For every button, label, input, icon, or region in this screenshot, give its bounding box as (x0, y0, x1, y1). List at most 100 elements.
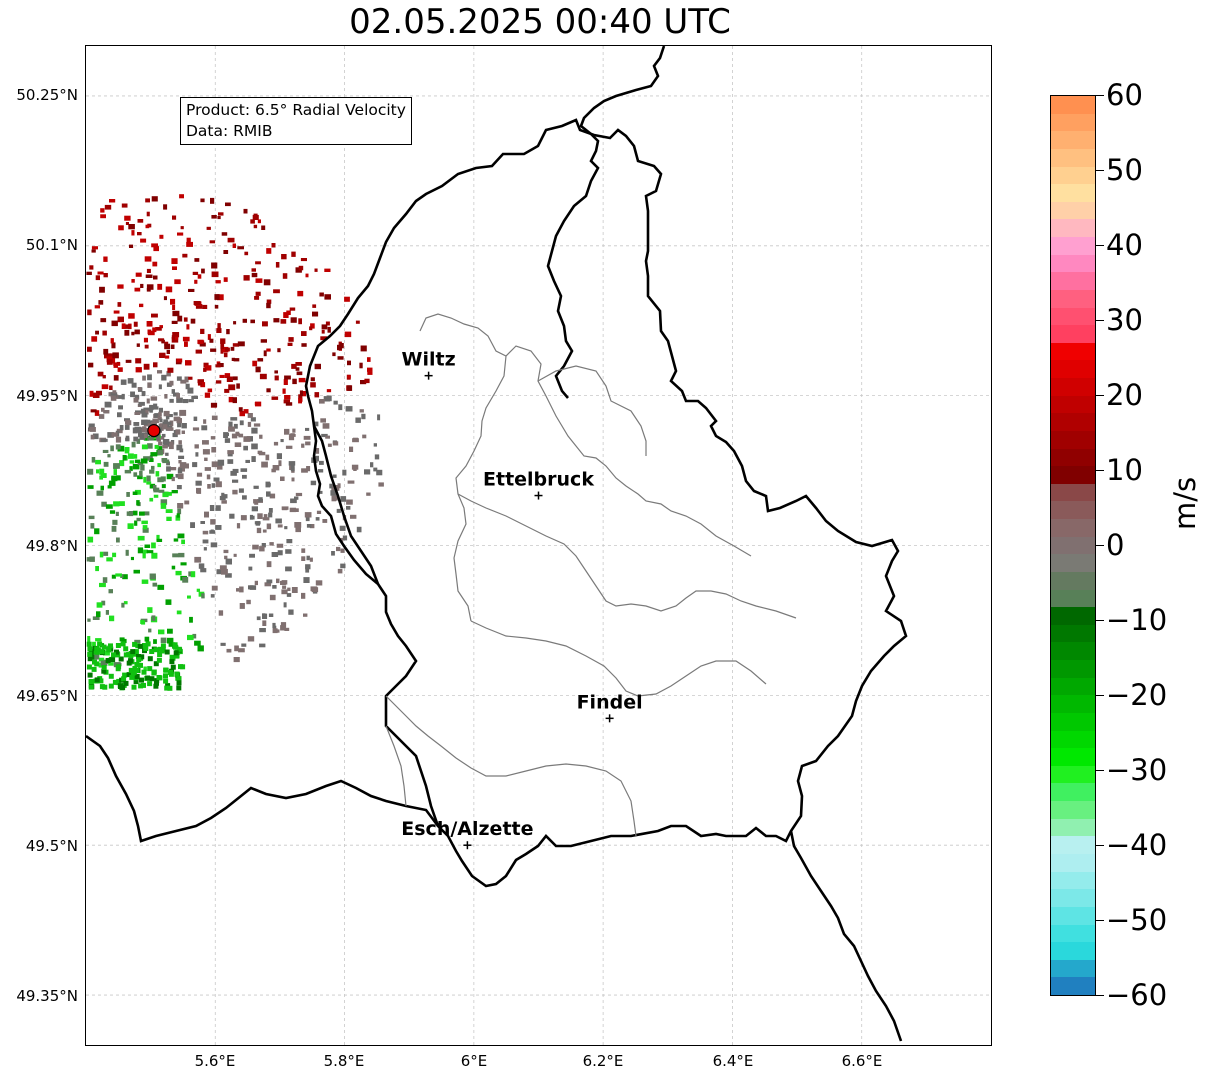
radar-echo-pixel (157, 449, 163, 455)
radar-echo-pixel (193, 416, 198, 421)
radar-echo-pixel (338, 404, 343, 411)
radar-echo-pixel (139, 303, 144, 308)
radar-echo-pixel (113, 362, 121, 366)
city-label: Ettelbruck (483, 469, 594, 491)
radar-echo-pixel (306, 466, 311, 472)
radar-echo-pixel (269, 493, 276, 499)
radar-echo-pixel (285, 549, 292, 554)
radar-echo-pixel (261, 461, 268, 468)
colorbar-segment (1051, 553, 1095, 572)
radar-echo-pixel (99, 582, 106, 588)
radar-echo-pixel (133, 454, 138, 459)
colorbar-segment (1051, 395, 1095, 414)
radar-echo-pixel (255, 278, 263, 283)
radar-echo-pixel (228, 396, 234, 403)
map-panel[interactable]: Wiltz Ettelbruck Findel Esch/Alzette Produc… (85, 45, 992, 1046)
radar-echo-pixel (139, 511, 145, 516)
radar-echo-pixel (101, 438, 108, 442)
radar-echo-pixel (157, 463, 161, 468)
radar-echo-pixel (283, 602, 287, 608)
radar-echo-pixel (103, 461, 109, 467)
radar-echo-pixel (104, 204, 112, 210)
radar-echo-pixel (283, 379, 288, 385)
radar-echo-pixel (301, 592, 306, 599)
radar-echo-pixel (137, 461, 144, 466)
radar-echo-pixel (178, 440, 182, 445)
radar-echo-pixel (158, 338, 165, 342)
radar-echo-pixel (113, 310, 120, 314)
radar-echo-pixel (131, 331, 135, 336)
radar-echo-pixel (192, 462, 198, 468)
radar-echo-pixel (232, 489, 238, 495)
radar-echo-pixel (153, 494, 159, 498)
colorbar-tick-label: −60 (1106, 978, 1168, 1012)
lat-tick-label: 50.25°N (16, 86, 78, 104)
radar-echo-pixel (181, 539, 185, 545)
radar-echo-pixel (262, 517, 270, 521)
radar-echo-pixel (298, 265, 304, 271)
radar-echo-pixel (143, 456, 151, 461)
radar-echo-pixel (100, 473, 107, 478)
radar-echo-pixel (227, 450, 234, 455)
radar-echo-pixel (210, 519, 216, 525)
radar-echo-pixel (166, 382, 172, 387)
radar-echo-pixel (133, 679, 139, 685)
radar-echo-pixel (184, 341, 188, 347)
radar-echo-pixel (141, 520, 148, 525)
radar-echo-pixel (325, 321, 330, 326)
colorbar-unit-label: m/s (1168, 476, 1202, 530)
radar-echo-pixel (272, 465, 280, 471)
radar-echo-pixel (128, 313, 135, 319)
radar-echo-pixel (141, 444, 148, 450)
radar-echo-pixel (194, 444, 199, 449)
radar-echo-pixel (131, 669, 137, 675)
radar-echo-pixel (211, 585, 218, 591)
radar-echo-pixel (220, 338, 226, 344)
radar-echo-pixel (113, 364, 118, 368)
radar-echo-pixel (165, 509, 173, 513)
radar-echo-pixel (95, 459, 101, 465)
radar-echo-pixel (139, 434, 146, 440)
radar-echo-pixel (97, 271, 104, 275)
radar-echo-pixel (251, 456, 256, 462)
radar-echo-pixel (94, 661, 100, 667)
radar-echo-pixel (131, 382, 137, 388)
radar-echo-pixel (133, 397, 139, 403)
radar-echo-pixel (344, 296, 350, 302)
radar-echo-pixel (89, 265, 94, 270)
radar-echo-pixel (342, 469, 347, 476)
radar-echo-pixel (98, 300, 104, 305)
radar-echo-pixel (163, 410, 170, 417)
colorbar-segment (1051, 201, 1095, 220)
radar-echo-pixel (179, 462, 187, 468)
radar-echo-pixel (299, 390, 303, 396)
radar-echo-pixel (113, 375, 119, 381)
radar-echo-pixel (288, 337, 294, 342)
radar-echo-pixel (134, 394, 140, 400)
canton-boundaries (385, 313, 797, 837)
radar-echo-pixel (207, 388, 213, 393)
radar-echo-pixel (119, 460, 125, 467)
radar-echo-pixel (147, 607, 153, 613)
radar-echo-pixel (151, 615, 156, 621)
radar-echo-pixel (253, 423, 261, 427)
colorbar-segment (1051, 800, 1095, 819)
radar-echo-pixel (286, 539, 293, 544)
radar-echo-pixel (243, 445, 248, 451)
radar-echo-pixel (193, 301, 201, 305)
radar-echo-pixel (301, 556, 306, 561)
radar-echo-pixel (211, 461, 219, 468)
radar-echo-pixel (319, 399, 325, 404)
radar-echo-pixel (333, 495, 338, 501)
radar-echo-pixel (108, 683, 114, 689)
radar-echo-pixel (142, 527, 149, 533)
radar-echo-pixel (312, 304, 317, 308)
radar-echo-pixel (87, 618, 91, 622)
radar-echo-pixel (232, 397, 237, 404)
radar-echo-pixel (252, 544, 259, 550)
radar-echo-pixel (157, 283, 163, 290)
radar-echo-pixel (108, 643, 113, 649)
radar-echo-pixel (175, 515, 181, 521)
radar-echo-pixel (101, 644, 107, 650)
radar-echo-pixel (202, 539, 209, 544)
